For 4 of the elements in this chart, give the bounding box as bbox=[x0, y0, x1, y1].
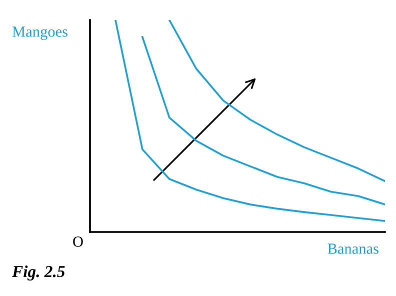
x-axis-title: Bananas bbox=[328, 244, 378, 254]
caption: Fig. 2.5 bbox=[12, 265, 65, 281]
y-axis-title: Mangoes bbox=[12, 26, 68, 40]
text: O bbox=[73, 236, 83, 247]
